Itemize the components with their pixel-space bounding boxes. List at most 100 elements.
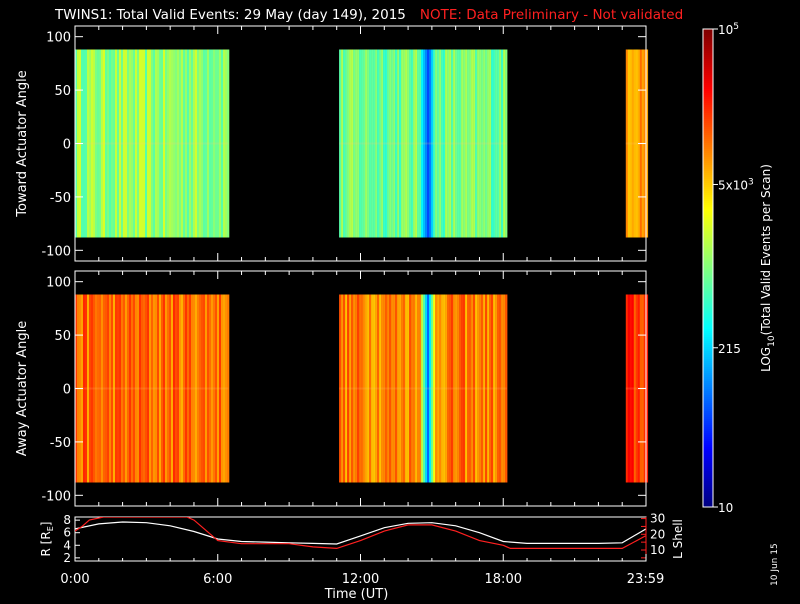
colorbar-segment <box>703 435 713 438</box>
top-heatmap-column <box>111 49 114 238</box>
colorbar-segment <box>703 397 713 400</box>
colorbar-segment <box>703 87 713 90</box>
middle-heatmap-column <box>429 294 432 483</box>
top-heatmap-column <box>417 49 420 238</box>
top-heatmap-column <box>189 49 192 238</box>
top-heatmap-column <box>425 49 428 238</box>
middle-heatmap-column <box>143 294 146 483</box>
top-heatmap-column <box>633 49 637 238</box>
middle-heatmap-panel: 100 50 0 -50 -100 Away Actuator Angle <box>15 270 649 507</box>
colorbar-segment <box>703 387 713 390</box>
top-heatmap-column <box>349 49 352 238</box>
colorbar-segment <box>703 283 713 286</box>
colorbar-segment <box>703 349 713 352</box>
top-heatmap-column <box>191 49 194 238</box>
top-heatmap-column <box>173 49 176 238</box>
colorbar-segment <box>703 449 713 452</box>
colorbar-segment <box>703 291 713 294</box>
middle-heatmap-column <box>415 294 418 483</box>
colorbar-segment <box>703 373 713 376</box>
middle-heatmap-column <box>423 294 426 483</box>
colorbar-segment <box>703 385 713 388</box>
colorbar-segment <box>703 495 713 498</box>
colorbar-segment <box>703 45 713 48</box>
top-heatmap-column <box>471 49 474 238</box>
middle-heatmap-column <box>215 294 218 483</box>
colorbar-segment <box>703 401 713 404</box>
top-heatmap-column <box>115 49 118 238</box>
colorbar-segment <box>703 503 713 506</box>
middle-heatmap-column <box>421 294 424 483</box>
top-heatmap-column <box>485 49 488 238</box>
middle-heatmap-column <box>91 294 94 483</box>
colorbar-segment <box>703 421 713 424</box>
top-heatmap-column <box>179 49 182 238</box>
middle-heatmap-column <box>151 294 154 483</box>
time-xlabel: Time (UT) <box>324 587 389 600</box>
top-heatmap-column <box>437 49 440 238</box>
top-heatmap-column <box>433 49 436 238</box>
middle-heatmap-column <box>439 294 442 483</box>
colorbar-tick-label: 105 <box>718 22 739 37</box>
colorbar-segment <box>703 483 713 486</box>
colorbar-segment <box>703 417 713 420</box>
colorbar-segment <box>703 281 713 284</box>
top-heatmap-column <box>347 49 350 238</box>
middle-heatmap-column <box>407 294 410 483</box>
top-heatmap-column <box>157 49 160 238</box>
middle-heatmap-column <box>107 294 110 483</box>
colorbar-segment <box>703 125 713 128</box>
colorbar-segment <box>703 239 713 242</box>
colorbar-segment <box>703 313 713 316</box>
colorbar-segment <box>703 161 713 164</box>
top-heatmap-column <box>205 49 208 238</box>
top-heatmap-column <box>631 49 635 238</box>
colorbar-segment <box>703 437 713 440</box>
top-heatmap-column <box>453 49 456 238</box>
middle-heatmap-column <box>223 294 226 483</box>
top-heatmap-column <box>219 49 222 238</box>
middle-heatmap-column <box>155 294 158 483</box>
top-heatmap-column <box>371 49 374 238</box>
colorbar-segment <box>703 109 713 112</box>
top-ytick-label: -100 <box>41 244 71 259</box>
top-heatmap-column <box>421 49 424 238</box>
colorbar-segment <box>703 277 713 280</box>
top-heatmap-column <box>451 49 454 238</box>
middle-heatmap-column <box>183 294 186 483</box>
middle-heatmap-column <box>441 294 444 483</box>
middle-heatmap-column <box>503 294 506 483</box>
middle-heatmap-column <box>85 294 88 483</box>
top-heatmap-column <box>215 49 218 238</box>
colorbar-segment <box>703 127 713 130</box>
top-heatmap-column <box>223 49 226 238</box>
colorbar-segment <box>703 361 713 364</box>
top-heatmap-column <box>109 49 112 238</box>
colorbar-segment <box>703 341 713 344</box>
middle-heatmap-column <box>437 294 440 483</box>
colorbar-label: LOG10(Total Valid Events per Scan) <box>759 164 777 372</box>
middle-heatmap-column <box>389 294 392 483</box>
top-heatmap-column <box>381 49 384 238</box>
top-ytick-label: 100 <box>46 31 71 46</box>
radius-ytick-label: 2 <box>63 551 71 565</box>
top-heatmap-column <box>401 49 404 238</box>
top-heatmap-column <box>87 49 90 238</box>
colorbar-segment <box>703 211 713 214</box>
top-heatmap-column <box>481 49 484 238</box>
middle-heatmap-column <box>115 294 118 483</box>
top-heatmap-column <box>415 49 418 238</box>
top-heatmap-column <box>367 49 370 238</box>
top-heatmap-column <box>345 49 348 238</box>
colorbar-segment <box>703 145 713 148</box>
colorbar-segment <box>703 111 713 114</box>
middle-heatmap-column <box>137 294 140 483</box>
colorbar-segment <box>703 195 713 198</box>
top-heatmap-column <box>203 49 206 238</box>
middle-heatmap-column <box>469 294 472 483</box>
colorbar-segment <box>703 287 713 290</box>
colorbar-segment <box>703 499 713 502</box>
colorbar-segment <box>703 235 713 238</box>
middle-heatmap-column <box>217 294 220 483</box>
top-heatmap-column <box>343 49 346 238</box>
